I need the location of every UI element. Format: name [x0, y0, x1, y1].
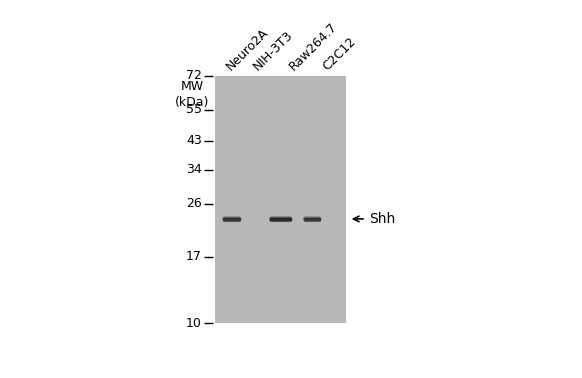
Text: 72: 72	[186, 70, 202, 82]
Text: Shh: Shh	[370, 212, 396, 226]
Text: 10: 10	[186, 317, 202, 330]
Bar	[215, 76, 346, 323]
Text: 26: 26	[186, 197, 202, 210]
Text: 43: 43	[186, 134, 202, 147]
Text: C2C12: C2C12	[321, 35, 359, 73]
Text: Neuro2A: Neuro2A	[223, 26, 271, 73]
Text: NIH-3T3: NIH-3T3	[251, 28, 296, 73]
Text: 17: 17	[186, 250, 202, 263]
Text: MW
(kDa): MW (kDa)	[175, 80, 210, 109]
Text: Raw264.7: Raw264.7	[287, 20, 340, 73]
Text: 55: 55	[186, 103, 202, 116]
Text: 34: 34	[186, 163, 202, 177]
